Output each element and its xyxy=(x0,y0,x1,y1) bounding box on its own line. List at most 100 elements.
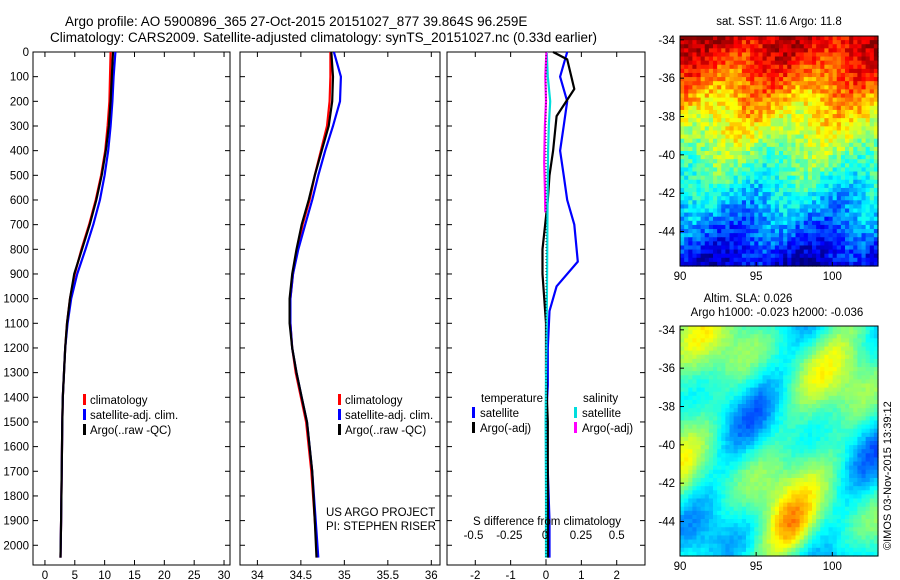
heatmap-cell xyxy=(684,81,689,86)
heatmap-cell xyxy=(840,350,846,356)
heatmap-cell xyxy=(704,486,710,491)
heatmap-cell xyxy=(746,155,751,160)
heatmap-cell xyxy=(828,432,834,438)
heatmap-cell xyxy=(729,183,735,189)
heatmap-cell xyxy=(865,130,871,136)
heatmap-cell xyxy=(807,36,813,41)
heatmap-cell xyxy=(713,200,718,205)
heatmap-cell xyxy=(845,457,850,463)
heatmap-cell xyxy=(845,482,850,487)
heatmap-cell xyxy=(787,391,792,397)
heatmap-cell xyxy=(779,473,784,479)
heatmap-cell xyxy=(803,224,809,230)
heatmap-cell xyxy=(828,261,834,267)
heatmap-cell xyxy=(774,469,780,475)
heatmap-cell xyxy=(680,354,685,360)
heatmap-cell xyxy=(845,428,850,434)
heatmap-cell xyxy=(803,367,809,372)
heatmap-cell xyxy=(766,387,772,393)
heatmap-cell xyxy=(696,212,702,218)
heatmap-cell xyxy=(828,64,834,70)
heatmap-cell xyxy=(708,64,714,70)
heatmap-cell xyxy=(713,257,718,263)
heatmap-cell xyxy=(828,354,834,360)
heatmap-cell xyxy=(791,97,797,103)
heatmap-cell xyxy=(799,130,805,136)
heatmap-cell xyxy=(746,105,751,111)
heatmap-cell xyxy=(696,44,702,49)
heatmap-cell xyxy=(840,155,846,160)
heatmap-cell xyxy=(713,60,718,66)
heatmap-cell xyxy=(828,212,834,218)
heatmap-cell xyxy=(816,64,821,70)
heatmap-cell xyxy=(737,346,743,352)
heatmap-cell xyxy=(729,498,735,504)
heatmap-cell xyxy=(704,118,710,123)
heatmap-cell xyxy=(750,77,755,82)
heatmap-cell xyxy=(865,350,871,356)
heatmap-cell xyxy=(803,85,809,90)
heatmap-cell xyxy=(807,420,813,426)
heatmap-cell xyxy=(758,441,764,446)
heatmap-cell xyxy=(824,237,830,242)
heatmap-cell xyxy=(861,237,867,242)
heatmap-cell xyxy=(729,441,735,446)
heatmap-cell xyxy=(853,367,858,372)
heatmap-cell xyxy=(770,212,776,218)
heatmap-cell xyxy=(845,453,850,459)
heatmap-cell xyxy=(795,399,801,405)
heatmap-cell xyxy=(737,486,743,491)
heatmap-cell xyxy=(729,399,735,405)
heatmap-cell xyxy=(791,379,797,385)
heatmap-cell xyxy=(832,72,838,78)
heatmap-cell xyxy=(737,383,743,389)
heatmap-cell xyxy=(840,130,846,136)
heatmap-cell xyxy=(750,399,755,405)
heatmap-cell xyxy=(741,134,747,140)
heatmap-cell xyxy=(725,253,731,259)
heatmap-cell xyxy=(708,196,714,201)
heatmap-cell xyxy=(799,420,805,426)
heatmap-cell xyxy=(704,101,710,107)
heatmap-cell xyxy=(840,404,846,409)
heatmap-cell xyxy=(799,362,805,368)
heatmap-cell xyxy=(812,40,817,45)
heatmap-cell xyxy=(861,187,867,193)
heatmap-cell xyxy=(828,469,834,475)
heatmap-cell xyxy=(836,64,842,70)
heatmap-cell xyxy=(746,52,751,58)
heatmap-cell xyxy=(853,436,858,442)
heatmap-cell xyxy=(824,183,830,189)
heatmap-cell xyxy=(857,249,863,255)
heatmap-cell xyxy=(684,383,689,389)
heatmap-cell xyxy=(832,387,838,393)
heatmap-cell xyxy=(861,89,867,95)
heatmap-cell xyxy=(766,52,772,58)
heatmap-cell xyxy=(746,249,751,255)
heatmap-cell xyxy=(774,436,780,442)
heatmap-cell xyxy=(799,416,805,422)
heatmap-cell xyxy=(721,204,726,210)
heatmap-cell xyxy=(783,233,788,238)
heatmap-cell xyxy=(741,138,747,144)
heatmap-cell xyxy=(708,89,714,95)
temperature-xtick-label: 30 xyxy=(218,570,231,580)
heatmap-cell xyxy=(791,346,797,352)
heatmap-cell xyxy=(684,114,689,119)
heatmap-cell xyxy=(746,354,751,360)
heatmap-cell xyxy=(704,379,710,385)
heatmap-cell xyxy=(807,60,813,66)
heatmap-cell xyxy=(774,208,780,214)
heatmap-cell xyxy=(787,64,792,70)
heatmap-cell xyxy=(803,130,809,136)
heatmap-cell xyxy=(704,490,710,495)
heatmap-cell xyxy=(750,237,755,242)
heatmap-cell xyxy=(840,362,846,368)
heatmap-cell xyxy=(684,68,689,74)
heatmap-cell xyxy=(803,77,809,82)
heatmap-cell xyxy=(783,77,788,82)
heatmap-cell xyxy=(828,81,834,86)
heatmap-cell xyxy=(750,146,755,152)
heatmap-cell xyxy=(845,237,850,242)
